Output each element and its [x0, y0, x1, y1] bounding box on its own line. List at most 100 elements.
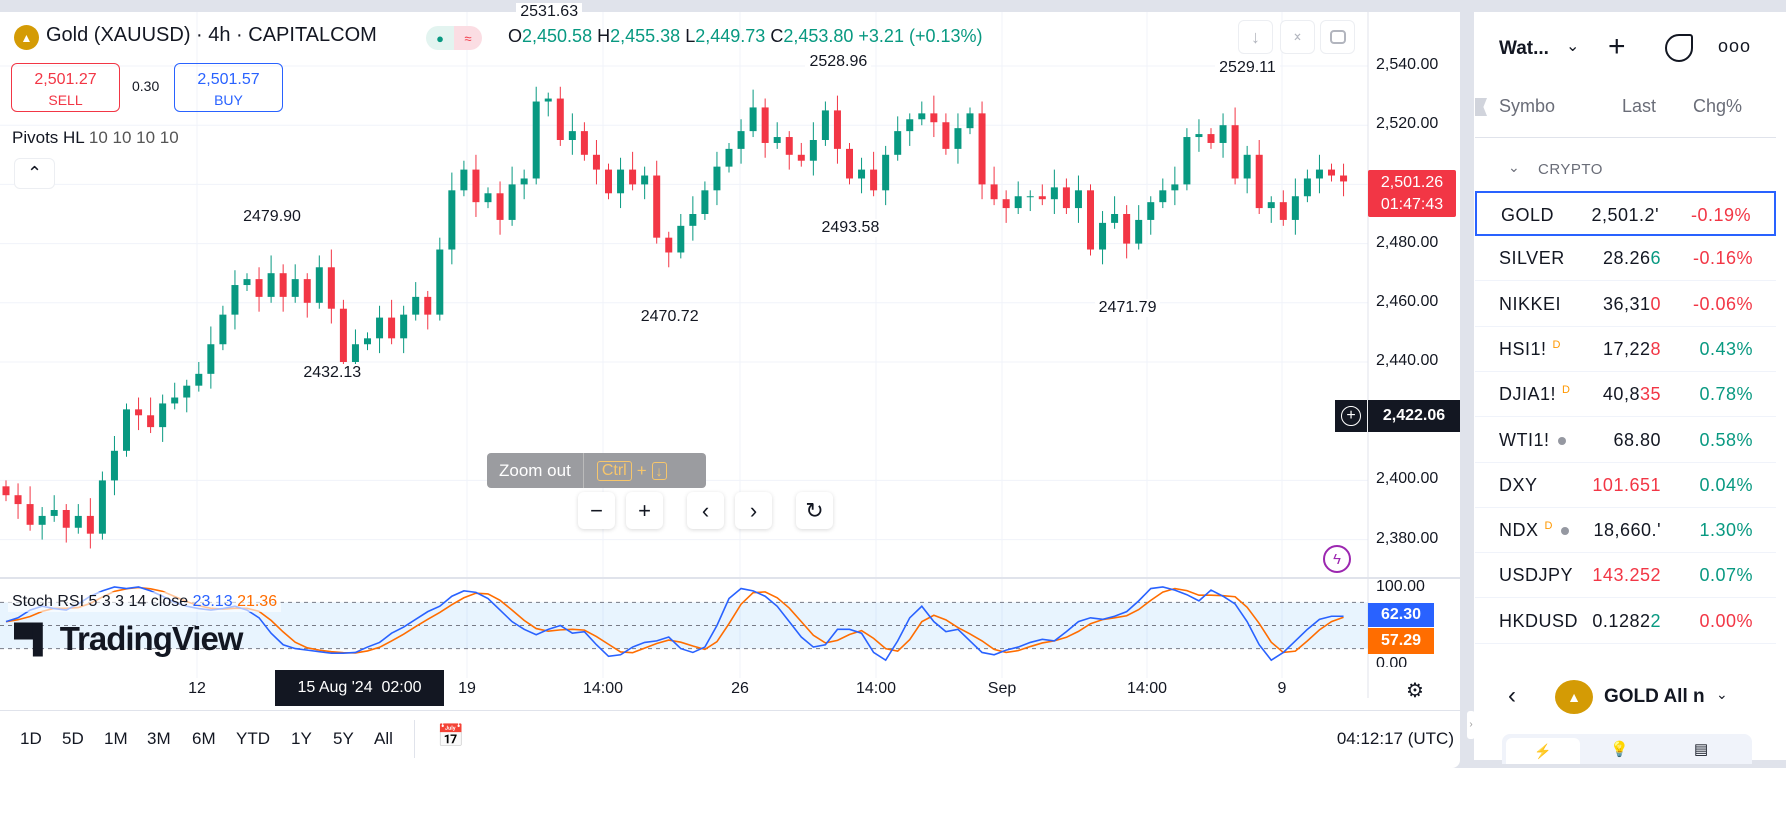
status-pill[interactable]: ● ≈ [426, 26, 482, 50]
watchlist-row-hkdusd[interactable]: HKDUSD 0.12822 0.00% [1475, 599, 1776, 644]
candle [388, 299, 396, 345]
resize-column-handle[interactable] [1475, 98, 1487, 116]
row-symbol: NDX D [1499, 520, 1569, 541]
add-symbol-icon[interactable]: + [1608, 30, 1626, 63]
range-button-5y[interactable]: 5Y [333, 729, 354, 748]
pie-chart-icon[interactable] [1665, 34, 1693, 62]
collapse-legend-button[interactable]: ⌃ [14, 158, 55, 189]
candle [580, 122, 588, 161]
candle [195, 362, 203, 392]
candle [882, 145, 890, 206]
symbol-text: NIKKEI [1499, 293, 1562, 314]
candle [520, 169, 528, 200]
shortcut-key: Ctrl [596, 460, 632, 481]
range-button-ytd[interactable]: YTD [236, 729, 270, 748]
candle [918, 101, 926, 126]
candle [773, 122, 781, 149]
watchlist-row-silver[interactable]: SILVER 28.266 -0.16% [1475, 236, 1776, 282]
range-button-all[interactable]: All [374, 729, 393, 748]
watchlist-row-hsi1[interactable]: HSI1! D 17,228 0.43% [1475, 327, 1776, 372]
range-button-1m[interactable]: 1M [104, 729, 128, 748]
add-alert-button[interactable]: + [1335, 400, 1367, 432]
scroll-left-button[interactable]: ‹ [687, 492, 724, 529]
range-button-1y[interactable]: 1Y [291, 729, 312, 748]
details-chevron-down-icon[interactable]: ⌄ [1716, 686, 1728, 702]
chart-settings-gear-icon[interactable]: ⚙ [1406, 680, 1424, 702]
candle [1074, 175, 1082, 223]
watchlist-row-ndx[interactable]: NDX D 18,660.' 1.30% [1475, 508, 1776, 554]
plus-circle-icon: + [1341, 406, 1361, 426]
details-title[interactable]: GOLD All n [1604, 686, 1704, 707]
candle [629, 151, 637, 191]
tab-news-message-icon[interactable]: ▤ [1694, 741, 1709, 758]
row-change: 0.43% [1699, 338, 1753, 359]
ohlc-legend: O2,450.58 H2,455.38 L2,449.73 C2,453.80 … [508, 26, 983, 46]
row-last: 68.80 [1613, 430, 1661, 451]
candle [159, 394, 167, 442]
panel-divider[interactable] [1460, 12, 1474, 768]
watchlist-row-nikkei[interactable]: NIKKEI 36,310 -0.06% [1475, 282, 1776, 327]
range-button-6m[interactable]: 6M [192, 729, 216, 748]
candle [424, 290, 432, 330]
candle [809, 122, 817, 176]
candle [291, 264, 299, 303]
candle [653, 160, 661, 244]
candle [785, 131, 793, 170]
candle [171, 382, 179, 410]
watchlist-row-dxy[interactable]: DXY 101.651 0.04% [1475, 463, 1776, 508]
watchlist-row-gold[interactable]: GOLD 2,501.2' -0.19% [1475, 191, 1776, 236]
calendar-goto-icon[interactable]: 📅 [437, 723, 465, 748]
pivots-indicator-legend[interactable]: Pivots HL 10 10 10 10 [12, 128, 179, 147]
symbol-title[interactable]: Gold (XAUUSD) · 4h · CAPITALCOM [46, 24, 377, 46]
candle [1002, 190, 1010, 223]
time-axis-label: 19 [458, 680, 476, 697]
last-price: 143.25 [1592, 565, 1651, 586]
time-axis-label: 9 [1277, 680, 1287, 697]
range-button-5d[interactable]: 5D [62, 729, 84, 748]
range-button-1d[interactable]: 1D [20, 729, 42, 748]
chevron-down-icon[interactable]: ⌄ [1566, 38, 1580, 55]
last-price: 17,22 [1602, 338, 1651, 359]
section-chevron-icon[interactable]: ⌄ [1508, 159, 1520, 175]
column-header-chg[interactable]: Chg% [1693, 96, 1743, 116]
range-button-3m[interactable]: 3M [147, 729, 171, 748]
header-divider [1475, 137, 1776, 138]
tradingview-logo[interactable]: ▀▌ TradingView [14, 620, 243, 657]
sell-button[interactable]: 2,501.27 SELL [11, 63, 120, 112]
column-header-last[interactable]: Last [1622, 96, 1657, 116]
watchlist-row-djia1[interactable]: DJIA1! D 40,835 0.78% [1475, 372, 1776, 418]
more-options-icon[interactable]: ooo [1718, 36, 1752, 56]
fullscreen-button[interactable] [1320, 20, 1355, 54]
candle [894, 116, 902, 161]
last-price-tail: ' [1655, 205, 1659, 225]
clock[interactable]: 04:12:17 (UTC) [1336, 729, 1454, 748]
pivot-label: 2528.96 [805, 53, 872, 72]
watchlist-title[interactable]: Wat... [1499, 38, 1549, 59]
collapse-button[interactable]: ⌄ ⌃ [1280, 20, 1315, 54]
rsi-axis-bottom: 0.00 [1376, 655, 1408, 667]
scroll-right-button[interactable]: › [735, 492, 772, 529]
buy-button[interactable]: 2,501.57 BUY [174, 63, 283, 112]
back-chevron-icon[interactable]: ‹ [1508, 682, 1516, 709]
row-change: -0.19% [1690, 205, 1751, 225]
lightning-icon[interactable]: ϟ [1323, 545, 1351, 573]
candle [38, 507, 46, 540]
row-change: 0.04% [1699, 474, 1753, 495]
scroll-to-latest-button[interactable]: ↓ [1238, 20, 1273, 54]
zoom-out-button[interactable]: − [578, 492, 615, 529]
candle [183, 379, 191, 413]
watchlist-row-usdjpy[interactable]: USDJPY 143.252 0.07% [1475, 553, 1776, 599]
pivot-label: 2479.90 [239, 207, 305, 226]
tab-key-facts-lightning-icon[interactable]: ⚡ [1506, 738, 1580, 764]
tab-ideas-bulb-icon[interactable]: 💡 [1610, 741, 1629, 758]
candle [74, 504, 82, 534]
zoom-in-button[interactable]: + [626, 492, 663, 529]
column-header-symbol[interactable]: Symbo [1499, 96, 1556, 116]
watchlist-row-wti1[interactable]: WTI1! 68.80 0.58% [1475, 418, 1776, 463]
candle [1183, 128, 1191, 191]
reset-chart-button[interactable]: ↻ [796, 492, 833, 529]
stoch-rsi-legend[interactable]: Stoch RSI 5 3 3 14 close 23.13 21.36 [8, 592, 282, 612]
symbol-text: HSI1! [1499, 338, 1547, 359]
section-crypto[interactable]: CRYPTO [1538, 161, 1603, 178]
time-cursor-label: 15 Aug '24 02:00 [275, 670, 444, 706]
